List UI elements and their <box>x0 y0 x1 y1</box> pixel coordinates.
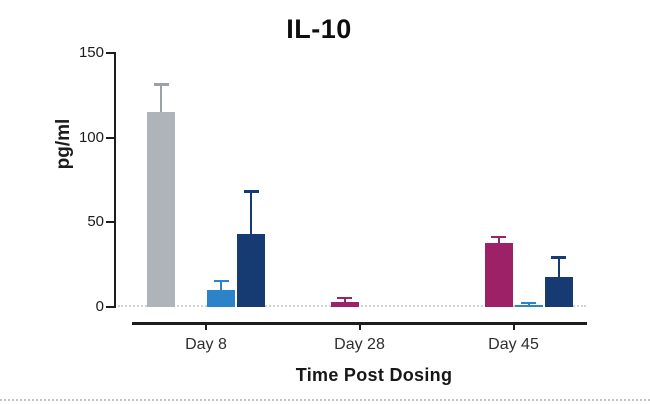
error-bar-cap-gray <box>153 83 169 86</box>
x-tick-label-day-8: Day 8 <box>185 336 227 353</box>
y-tick-label: 50 <box>87 213 104 231</box>
x-tick-mark <box>358 322 361 330</box>
bar-magenta <box>330 301 359 307</box>
error-bar-cap-magenta <box>491 235 506 239</box>
error-bar-cap-navy <box>243 190 259 193</box>
bar-navy <box>237 234 265 307</box>
error-bar-cap-navy <box>551 256 566 259</box>
x-tick-mark <box>512 322 515 330</box>
x-tick-label-day-28: Day 28 <box>334 336 385 353</box>
error-bar-stem-navy <box>250 190 252 235</box>
error-bar-cap-magenta <box>337 296 352 300</box>
error-bar-stem-magenta <box>497 235 500 243</box>
error-bar-stem-magenta <box>343 296 346 302</box>
y-tick-label: 100 <box>78 128 104 146</box>
bar-light-blue <box>514 305 543 307</box>
x-axis-title: Time Post Dosing <box>295 365 453 385</box>
error-bar-cap-light-blue <box>521 301 536 305</box>
bar-navy <box>544 276 573 307</box>
chart-title: IL-10 <box>286 14 352 44</box>
y-axis-line <box>114 52 116 308</box>
bar-magenta <box>484 242 513 307</box>
y-tick-label: 150 <box>78 44 104 61</box>
bar-light-blue <box>207 290 235 307</box>
error-bar-stem-light-blue <box>220 279 222 291</box>
scan-artifact-dotted-line <box>0 399 650 401</box>
y-tick-mark <box>106 136 114 139</box>
y-tick-mark <box>106 306 114 308</box>
x-tick-mark <box>205 322 207 330</box>
error-bar-cap-light-blue <box>213 279 229 283</box>
x-tick-label-day-45: Day 45 <box>488 336 539 353</box>
y-tick-label: 0 <box>95 298 104 315</box>
y-tick-mark <box>106 52 114 54</box>
y-tick-mark <box>106 221 114 224</box>
error-bar-stem-navy <box>557 256 560 277</box>
error-bar-stem-gray <box>160 83 162 113</box>
bar-gray <box>147 112 175 307</box>
